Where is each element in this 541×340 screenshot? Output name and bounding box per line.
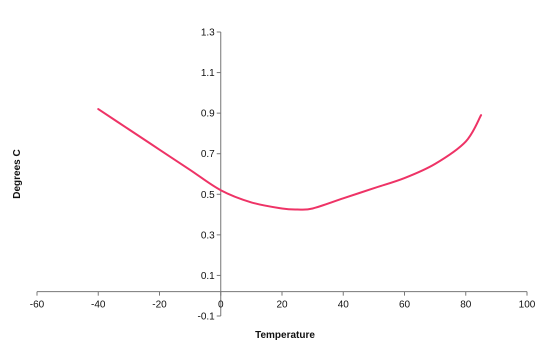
x-tick-label: 0 bbox=[218, 300, 224, 311]
x-tick-label: -40 bbox=[91, 300, 106, 311]
x-tick-label: -20 bbox=[152, 300, 167, 311]
y-tick-label: 1.1 bbox=[201, 68, 215, 79]
y-tick-label: 1.3 bbox=[201, 28, 215, 39]
y-tick-label: 0.7 bbox=[201, 149, 215, 160]
y-tick-label: -0.1 bbox=[198, 312, 216, 323]
y-tick-label: 0.3 bbox=[201, 230, 215, 241]
x-tick-label: 20 bbox=[276, 300, 288, 311]
y-tick-label: 0.1 bbox=[201, 271, 215, 282]
axes bbox=[37, 32, 527, 316]
x-axis-ticks: -60 -40 -20 0 20 40 60 80 100 bbox=[30, 291, 536, 311]
y-axis-title: Degrees C bbox=[12, 149, 23, 198]
series-layer bbox=[97, 108, 483, 211]
series-line bbox=[97, 108, 483, 211]
x-axis-title: Temperature bbox=[255, 330, 315, 340]
x-tick-label: -60 bbox=[30, 300, 45, 311]
y-tick-label: 0.9 bbox=[201, 109, 215, 120]
y-axis-ticks: -0.1 0.1 0.3 0.5 0.7 0.9 1.1 1.3 bbox=[198, 28, 221, 323]
x-tick-label: 80 bbox=[460, 300, 472, 311]
x-tick-label: 100 bbox=[519, 300, 536, 311]
x-tick-label: 40 bbox=[338, 300, 350, 311]
y-tick-label: 0.5 bbox=[201, 190, 215, 201]
x-tick-label: 60 bbox=[399, 300, 411, 311]
